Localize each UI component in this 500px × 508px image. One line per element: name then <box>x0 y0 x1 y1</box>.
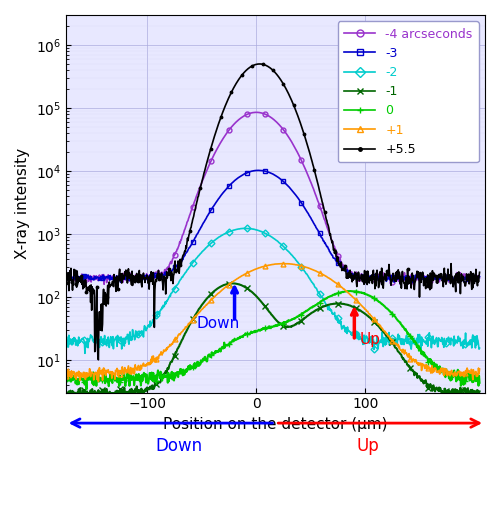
Y-axis label: X-ray intensity: X-ray intensity <box>15 148 30 260</box>
Legend: -4 arcseconds, -3, -2, -1, 0, +1, +5.5: -4 arcseconds, -3, -2, -1, 0, +1, +5.5 <box>338 21 479 162</box>
Text: Up: Up <box>360 332 381 346</box>
Text: Up: Up <box>356 437 379 455</box>
Text: Down: Down <box>156 437 202 455</box>
X-axis label: Position on the detector (μm): Position on the detector (μm) <box>163 417 388 432</box>
Text: Down: Down <box>196 316 240 331</box>
